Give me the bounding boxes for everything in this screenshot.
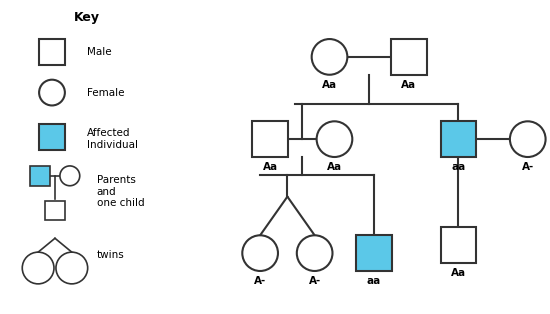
Bar <box>391 39 427 75</box>
Ellipse shape <box>56 252 87 284</box>
Text: A-: A- <box>521 162 534 172</box>
Ellipse shape <box>317 121 353 157</box>
Text: Key: Key <box>74 11 100 24</box>
Text: Female: Female <box>87 88 124 98</box>
Text: Male: Male <box>87 47 111 57</box>
Ellipse shape <box>22 252 54 284</box>
Bar <box>39 124 65 150</box>
Bar <box>30 166 50 186</box>
Text: A-: A- <box>254 276 266 286</box>
Text: Aa: Aa <box>322 80 337 89</box>
Text: Aa: Aa <box>402 80 416 89</box>
Bar <box>45 201 65 220</box>
Ellipse shape <box>297 235 333 271</box>
Ellipse shape <box>39 80 65 106</box>
Bar <box>356 235 392 271</box>
Bar <box>441 227 476 263</box>
Text: Aa: Aa <box>262 162 278 172</box>
Text: aa: aa <box>367 276 381 286</box>
Text: A-: A- <box>309 276 321 286</box>
Ellipse shape <box>60 166 80 186</box>
Bar <box>441 121 476 157</box>
Ellipse shape <box>510 121 546 157</box>
Text: Aa: Aa <box>451 268 466 278</box>
Ellipse shape <box>312 39 348 75</box>
Text: Affected
Individual: Affected Individual <box>87 128 138 150</box>
Text: aa: aa <box>451 162 465 172</box>
Bar <box>252 121 288 157</box>
Text: Aa: Aa <box>327 162 342 172</box>
Ellipse shape <box>243 235 278 271</box>
Text: Parents
and
one child: Parents and one child <box>97 175 144 208</box>
Bar <box>39 39 65 65</box>
Text: twins: twins <box>97 250 124 260</box>
